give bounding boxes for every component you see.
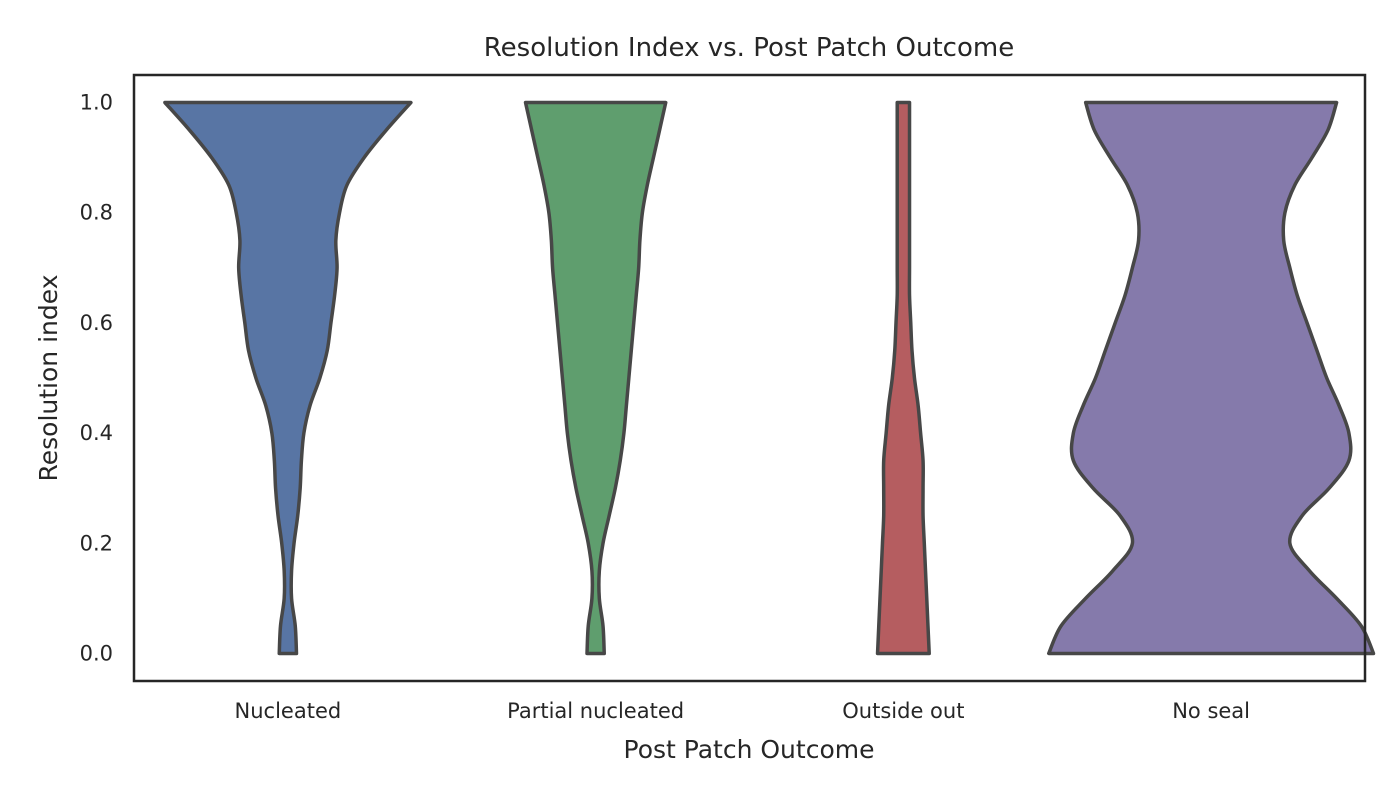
violin-partial-nucleated xyxy=(523,100,668,656)
x-axis-label: Post Patch Outcome xyxy=(624,735,875,764)
x-axis-ticks: Nucleated Partial nucleated Outside out No … xyxy=(235,699,1250,723)
y-axis-label: Resolution index xyxy=(34,275,63,482)
y-tick-label: 1.0 xyxy=(80,91,113,115)
y-tick-label: 0.0 xyxy=(80,641,113,665)
y-axis-ticks: 0.0 0.2 0.4 0.6 0.8 1.0 xyxy=(80,91,113,666)
x-tick-label: No seal xyxy=(1172,699,1250,723)
violin-no-seal xyxy=(1047,100,1376,656)
x-tick-label: Outside out xyxy=(842,699,964,723)
x-tick-label: Nucleated xyxy=(235,699,342,723)
y-tick-label: 0.2 xyxy=(80,531,113,555)
x-tick-label: Partial nucleated xyxy=(507,699,684,723)
chart-title: Resolution Index vs. Post Patch Outcome xyxy=(484,33,1014,63)
y-tick-label: 0.8 xyxy=(80,201,113,225)
y-tick-label: 0.4 xyxy=(80,421,113,445)
violin-nucleated xyxy=(163,100,413,656)
violin-group xyxy=(163,100,1376,656)
violin-outside-out xyxy=(875,100,931,656)
plot-frame xyxy=(132,73,1367,683)
y-tick-label: 0.6 xyxy=(80,311,113,335)
